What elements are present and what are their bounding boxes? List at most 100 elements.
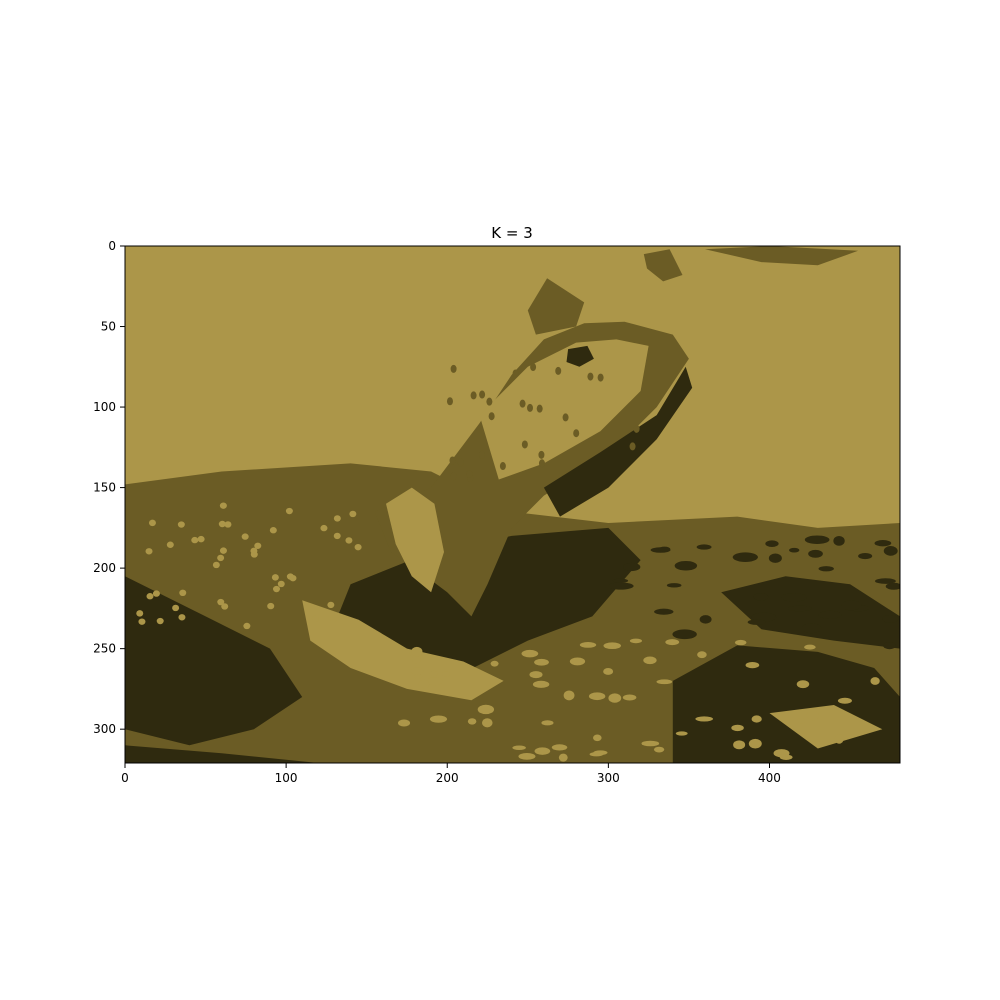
texture-spot xyxy=(658,546,671,552)
y-tick-label: 200 xyxy=(93,561,116,575)
texture-spot xyxy=(751,715,762,723)
texture-spot xyxy=(558,753,568,762)
texture-spot xyxy=(748,738,762,749)
texture-spot xyxy=(622,694,637,701)
texture-spot xyxy=(699,615,712,624)
texture-spot xyxy=(733,740,746,750)
texture-spot xyxy=(789,547,800,553)
texture-spot xyxy=(429,715,448,723)
texture-spot xyxy=(397,719,411,727)
texture-spot xyxy=(479,390,486,399)
region-top-mid-patch xyxy=(643,249,683,282)
texture-spot xyxy=(641,740,660,747)
texture-spot xyxy=(330,615,338,623)
texture-spot xyxy=(695,716,714,722)
texture-spot xyxy=(538,450,545,459)
texture-spot xyxy=(818,566,834,572)
quantized-image xyxy=(125,246,900,763)
texture-spot xyxy=(152,590,160,597)
texture-spot xyxy=(562,413,569,422)
texture-spot xyxy=(145,548,153,555)
texture-spot xyxy=(449,456,456,465)
texture-spot xyxy=(883,546,898,556)
texture-spot xyxy=(801,623,822,634)
texture-spot xyxy=(411,655,421,664)
plot-area xyxy=(124,245,901,764)
texture-spot xyxy=(787,605,812,612)
region-shadow-left xyxy=(125,576,303,746)
texture-spot xyxy=(555,366,562,375)
texture-spot xyxy=(818,610,842,619)
texture-spot xyxy=(674,560,698,571)
texture-spot xyxy=(138,618,146,625)
texture-spot xyxy=(804,644,816,650)
texture-spot xyxy=(146,593,154,600)
region-lizard-front-leg xyxy=(386,487,444,593)
x-tick-label: 300 xyxy=(597,771,620,785)
texture-spot xyxy=(731,724,744,732)
texture-spot xyxy=(597,373,604,382)
region-lizard-crest xyxy=(527,278,585,335)
texture-spot xyxy=(221,603,229,610)
texture-spot xyxy=(529,671,543,679)
texture-spot xyxy=(217,554,225,562)
texture-spot xyxy=(765,540,779,547)
texture-spot xyxy=(579,642,597,648)
region-shadow-bottom-left xyxy=(125,745,319,763)
texture-spot xyxy=(285,507,293,515)
texture-spot xyxy=(212,561,220,569)
texture-spot xyxy=(345,537,353,544)
texture-spot xyxy=(587,372,594,381)
texture-spot xyxy=(532,680,550,688)
texture-spot xyxy=(885,582,900,590)
y-tick-label: 0 xyxy=(108,239,116,253)
texture-spot xyxy=(179,589,187,597)
texture-spot xyxy=(450,472,457,481)
texture-spot xyxy=(272,585,280,593)
texture-spot xyxy=(806,710,819,721)
texture-spot xyxy=(837,697,852,704)
texture-spot xyxy=(603,642,621,650)
texture-spot xyxy=(734,639,747,646)
texture-spot xyxy=(773,749,790,758)
texture-spot xyxy=(870,677,880,685)
texture-spot xyxy=(607,582,634,590)
texture-spot xyxy=(413,674,423,679)
texture-spot xyxy=(874,540,892,547)
texture-spot xyxy=(768,553,782,563)
texture-spot xyxy=(177,521,185,528)
texture-spot xyxy=(166,541,174,548)
region-right-rock-light xyxy=(769,705,883,749)
texture-spot xyxy=(172,604,180,612)
x-axis: 0 100 200 300 400 xyxy=(121,763,781,785)
texture-spot xyxy=(538,459,545,468)
texture-spot xyxy=(643,656,657,665)
texture-spot xyxy=(156,617,164,625)
texture-spot xyxy=(250,551,258,558)
texture-spot xyxy=(875,578,896,584)
texture-spot xyxy=(593,734,602,742)
texture-spot xyxy=(519,399,526,408)
texture-spot xyxy=(349,510,357,518)
texture-spot xyxy=(527,403,534,412)
y-tick-label: 150 xyxy=(93,481,116,495)
plot-frame xyxy=(124,245,901,764)
texture-spot xyxy=(732,552,758,562)
x-tick-label: 0 xyxy=(121,771,129,785)
texture-spot xyxy=(654,608,674,615)
texture-spot xyxy=(457,458,464,467)
texture-spot xyxy=(541,720,554,726)
texture-spot xyxy=(446,397,453,406)
x-tick-label: 400 xyxy=(758,771,781,785)
texture-spot xyxy=(426,677,443,686)
chart-title: K = 3 xyxy=(491,224,532,242)
texture-spot xyxy=(411,646,423,657)
y-tick-label: 250 xyxy=(93,642,116,656)
texture-spot xyxy=(467,718,477,725)
texture-spot xyxy=(477,704,495,715)
texture-spot xyxy=(521,440,528,449)
texture-spot xyxy=(441,671,451,677)
texture-spot xyxy=(488,412,495,421)
texture-spot xyxy=(608,693,622,703)
